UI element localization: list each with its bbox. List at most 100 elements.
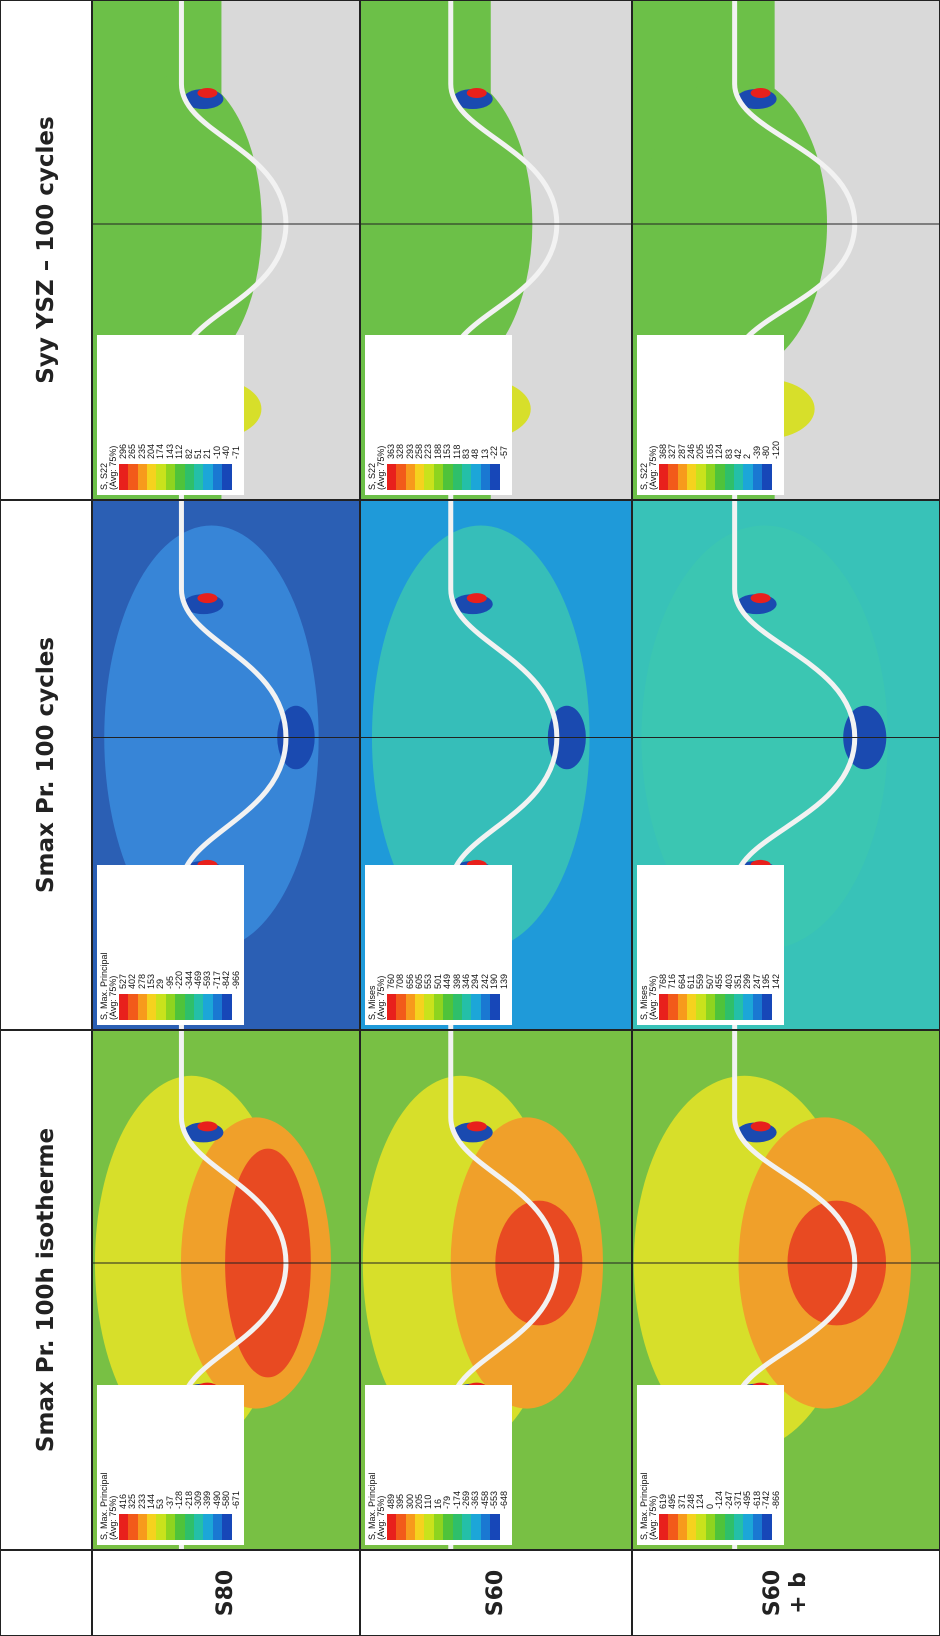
legend-value: -866: [770, 1490, 781, 1509]
legend-row: 398: [452, 870, 462, 1020]
legend-swatch: [762, 994, 772, 1020]
contour-shoulder-red: [197, 1121, 218, 1132]
legend-row: -71: [231, 340, 241, 490]
legend-swatch: [461, 994, 472, 1020]
legend-swatch: [658, 464, 669, 490]
legend-row: 190: [489, 870, 500, 1020]
legend-subtitle: (Avg: 75%): [648, 975, 659, 1020]
legend-swatch: [414, 994, 425, 1020]
legend-row: 294: [470, 870, 481, 1020]
legend-swatch: [724, 464, 734, 490]
legend-row: 153: [146, 870, 157, 1020]
legend-row: -966: [231, 870, 241, 1020]
legend-swatch: [471, 994, 481, 1020]
legend-subtitle: (Avg: 75%): [108, 445, 119, 490]
legend-row: 611: [686, 870, 697, 1020]
contour-shoulder-red: [466, 1121, 487, 1132]
legend-swatch: [212, 1514, 223, 1540]
legend-swatch: [490, 1514, 500, 1540]
legend-swatch: [156, 464, 166, 490]
legend-row: 51: [193, 340, 204, 490]
legend-swatch: [443, 464, 453, 490]
legend-row: 495: [667, 1390, 678, 1540]
contour-plot-cell: S, Max. Principal (Avg: 75%) 416 325 233 144 5…: [92, 1030, 360, 1550]
legend-row: -80: [761, 340, 772, 490]
legend-row: -458: [480, 1390, 491, 1540]
row-label: S80: [92, 1550, 360, 1636]
legend-row: 246: [686, 340, 697, 490]
column-header: Syy YSZ – 100 cycles: [0, 0, 92, 500]
legend-swatch: [165, 1514, 176, 1540]
legend-row: -842: [221, 870, 232, 1020]
legend-swatch: [658, 1514, 669, 1540]
legend-row: 300: [405, 1390, 415, 1540]
legend-swatch: [471, 464, 481, 490]
legend-swatch: [752, 1514, 763, 1540]
legend-row: 605: [414, 870, 425, 1020]
legend-row: 351: [733, 870, 744, 1020]
legend-row: 144: [146, 1390, 157, 1540]
legend-swatch: [715, 464, 725, 490]
legend-row: 258: [414, 340, 425, 490]
legend-swatch: [146, 994, 157, 1020]
legend-row: 327: [667, 340, 678, 490]
legend-row: -95: [165, 870, 176, 1020]
legend-row: 124: [695, 1390, 706, 1540]
legend-row: -671: [231, 1390, 241, 1540]
legend-subtitle: (Avg: 75%): [108, 975, 119, 1020]
legend-row: 449: [442, 870, 453, 1020]
legend-row: 118: [452, 340, 462, 490]
legend-swatch: [686, 994, 697, 1020]
legend-row: 716: [667, 870, 678, 1020]
legend-row: 455: [714, 870, 725, 1020]
legend-swatch: [175, 994, 185, 1020]
contour-shoulder-red: [197, 88, 218, 98]
legend-row: -399: [202, 1390, 213, 1540]
legend-row: 287: [677, 340, 687, 490]
legend: S, S22 (Avg: 75%) 296 265 235 204 174 143 112 82 5…: [97, 335, 244, 495]
legend-row: 278: [137, 870, 147, 1020]
legend-row: -218: [184, 1390, 194, 1540]
legend-swatch: [212, 464, 223, 490]
legend-row: 371: [677, 1390, 687, 1540]
legend-row: -247: [724, 1390, 734, 1540]
contour-shoulder-red: [197, 593, 218, 604]
legend-row: 174: [155, 340, 166, 490]
legend-row: 2: [742, 340, 753, 490]
legend-row: -344: [184, 870, 194, 1020]
legend-swatch: [752, 464, 763, 490]
legend-row: -469: [193, 870, 204, 1020]
row-label: S60: [360, 1550, 632, 1636]
legend-swatch: [424, 994, 434, 1020]
legend-row: 346: [461, 870, 472, 1020]
legend-row: 42: [733, 340, 744, 490]
legend-swatch: [184, 1514, 194, 1540]
legend-row: 205: [414, 1390, 425, 1540]
legend-row: 124: [714, 340, 725, 490]
legend-row: 139: [499, 870, 509, 1020]
legend-swatch: [480, 1514, 491, 1540]
legend-swatch: [396, 464, 406, 490]
legend-row: -128: [174, 1390, 185, 1540]
legend-row: 402: [127, 870, 138, 1020]
legend-swatch: [128, 1514, 138, 1540]
legend-swatch: [452, 1514, 462, 1540]
legend-swatch: [156, 994, 166, 1020]
legend-row: 142: [771, 870, 781, 1020]
legend: S, S22 (Avg: 75%) 368 327 287 246 205 165 124 83 4…: [637, 335, 784, 495]
contour-plot-cell: S, S22 (Avg: 75%) 296 265 235 204 174 143 112 82 5…: [92, 0, 360, 500]
legend-swatch: [715, 994, 725, 1020]
legend-row: 83: [724, 340, 734, 490]
legend-swatch: [658, 994, 669, 1020]
legend-row: 416: [118, 1390, 129, 1540]
legend-row: -39: [752, 340, 763, 490]
legend-swatch: [118, 464, 129, 490]
legend-row: 223: [423, 340, 434, 490]
row-label: S60 + b: [632, 1550, 940, 1636]
legend-row: -866: [770, 1390, 781, 1540]
corner-cell: [0, 1550, 92, 1636]
legend-row: -371: [733, 1390, 744, 1540]
legend-swatch: [165, 994, 176, 1020]
legend-swatch: [146, 1514, 157, 1540]
legend-swatch: [500, 464, 509, 490]
